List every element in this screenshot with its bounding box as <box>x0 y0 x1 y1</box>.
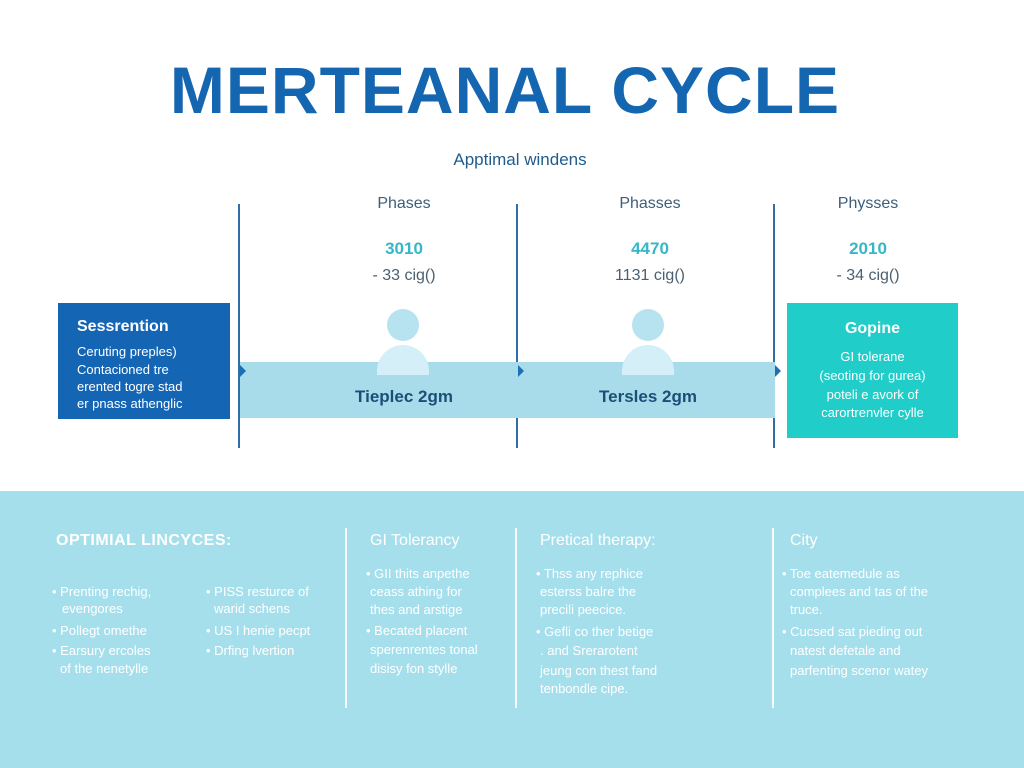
section-heading-gi: GI Tolerancy <box>370 532 460 549</box>
list-item: • Pollegt omethe <box>52 623 147 638</box>
left-box-title: Sessrention <box>77 318 169 335</box>
left-box-line: Contacioned tre <box>77 362 169 377</box>
list-item: • Gefli co ther betige <box>536 624 654 639</box>
arrow-right-icon <box>775 365 781 377</box>
band-text-left: Tieplec 2gm <box>355 387 453 406</box>
right-box-line: (seoting for gurea) <box>819 368 926 383</box>
list-item: • PISS resturce of <box>206 584 309 599</box>
section-heading-city: City <box>790 532 818 549</box>
list-item: warid schens <box>214 601 290 616</box>
list-item: • GII thits anpethe <box>366 566 470 581</box>
list-item: jeung con thest fand <box>540 663 658 678</box>
right-box-line: poteli e avork of <box>826 387 919 402</box>
section-heading-main: OPTIMIAL LINCYCES: <box>56 532 232 549</box>
list-item: evengores <box>62 601 123 616</box>
list-item: • Cucsed sat pieding out <box>782 624 923 639</box>
list-item: • Prenting rechig, <box>52 584 152 599</box>
left-box-line: er pnass athenglic <box>77 396 183 411</box>
person-icon-body <box>377 345 429 375</box>
phase-value-3: 2010 <box>849 239 887 258</box>
separator-line-3 <box>773 204 775 448</box>
list-item: • Thss any rephice <box>536 566 643 581</box>
separator-line-1 <box>238 204 240 448</box>
bottom-divider-3 <box>772 528 774 708</box>
separator-line-2 <box>516 204 518 448</box>
list-item: . and Srerarotent <box>540 643 638 658</box>
phase-sub-3: - 34 cig() <box>836 267 900 284</box>
right-box-title: Gopine <box>844 320 901 337</box>
list-item: natest defetale and <box>790 643 901 658</box>
phase-sub-1: - 33 cig() <box>372 267 436 284</box>
diagram-subtitle: Apptimal windens <box>453 150 587 169</box>
list-item: esterss balre the <box>540 584 637 599</box>
timeline-band <box>240 362 775 418</box>
left-box-line: Ceruting preples) <box>77 344 177 359</box>
list-item: • Earsury ercoles <box>52 643 151 658</box>
list-item: of the nenetylle <box>60 661 149 676</box>
phase-value-2: 4470 <box>631 239 669 258</box>
person-icon-body <box>622 345 674 375</box>
right-box-line: GI tolerane <box>840 349 905 364</box>
list-item: sperenrentes tonal <box>370 642 478 657</box>
person-icon-head <box>387 309 419 341</box>
left-box-line: erented togre stad <box>77 379 183 394</box>
person-icon-head <box>632 309 664 341</box>
phase-value-1: 3010 <box>385 239 423 258</box>
bottom-divider-2 <box>515 528 517 708</box>
list-item: disisy fon stylle <box>370 661 458 676</box>
bottom-panel: OPTIMIAL LINCYCES: • Prenting rechig, ev… <box>0 491 1024 768</box>
list-item: complees and tas of the <box>790 584 929 599</box>
bottom-divider-1 <box>345 528 347 708</box>
section-heading-therapy: Pretical therapy: <box>540 532 656 549</box>
right-info-box: Gopine GI tolerane (seoting for gurea) p… <box>787 303 958 438</box>
band-text-right: Tersles 2gm <box>599 387 697 406</box>
phase-label-2: Phasses <box>619 195 681 212</box>
phase-label-1: Phases <box>377 195 431 212</box>
list-item: thes and arstige <box>370 602 463 617</box>
diagram-title: MERTEANAL CYCLE <box>169 53 841 127</box>
list-item: truce. <box>790 602 823 617</box>
right-box-line: carortrenvler cylle <box>821 405 924 420</box>
arrow-right-icon <box>240 365 246 377</box>
list-item: tenbondle cipe. <box>540 681 629 696</box>
arrow-right-icon <box>518 365 524 377</box>
list-item: • Toe eatemedule as <box>782 566 900 581</box>
phase-label-3: Physses <box>837 195 899 212</box>
list-item: precili peecice. <box>540 602 626 617</box>
list-item: • Becated placent <box>366 623 468 638</box>
list-item: • US I henie pecpt <box>206 623 311 638</box>
list-item: • Drfing lvertion <box>206 643 295 658</box>
list-item: ceass athing for <box>370 584 462 599</box>
left-info-box: Sessrention Ceruting preples) Contacione… <box>58 303 230 419</box>
list-item: parfenting scenor watey <box>790 663 929 678</box>
phase-sub-2: 1131 cig() <box>615 267 685 284</box>
